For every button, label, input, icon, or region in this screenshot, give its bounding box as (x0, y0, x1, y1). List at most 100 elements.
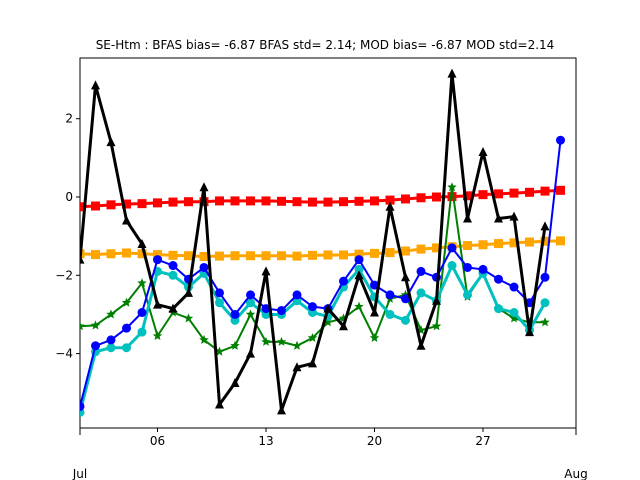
data-point (230, 377, 240, 387)
data-point (215, 399, 224, 409)
data-point (416, 340, 426, 350)
data-point (277, 196, 286, 206)
series-1 (80, 185, 565, 212)
data-point (153, 299, 162, 309)
data-point (261, 304, 271, 314)
data-point (80, 401, 85, 411)
x-tick-label: 13 (258, 434, 273, 448)
data-point (478, 264, 488, 274)
data-point (478, 190, 488, 200)
data-point (447, 68, 457, 78)
y-tick-label: 0 (65, 190, 73, 204)
data-point (277, 251, 286, 261)
data-point (354, 255, 364, 265)
data-point (416, 266, 426, 276)
data-point (184, 287, 193, 297)
data-point (338, 313, 349, 323)
data-point (137, 278, 147, 288)
data-point (463, 290, 472, 300)
data-point (106, 309, 116, 319)
data-point (401, 315, 410, 325)
data-point (370, 196, 379, 206)
data-point (385, 290, 395, 300)
data-point (80, 249, 85, 259)
series-layer (80, 68, 565, 417)
data-point (385, 201, 395, 211)
data-point (540, 298, 550, 308)
data-point (246, 290, 255, 300)
data-point (339, 197, 348, 207)
data-point (137, 199, 147, 209)
data-point (354, 270, 364, 280)
data-point (354, 264, 364, 274)
data-point (416, 325, 426, 335)
data-point (91, 341, 100, 351)
data-point (292, 340, 302, 350)
data-point (540, 236, 550, 246)
data-point (447, 243, 457, 253)
data-point (261, 266, 271, 276)
data-point (525, 327, 534, 337)
data-point (447, 192, 457, 202)
data-point (277, 405, 286, 415)
data-point (525, 237, 534, 247)
data-point (432, 243, 441, 253)
data-point (168, 261, 178, 271)
data-point (540, 186, 550, 196)
data-point (339, 250, 348, 260)
data-point (199, 182, 209, 192)
data-point (153, 198, 162, 208)
data-point (91, 80, 100, 90)
data-point (246, 348, 255, 358)
data-point (277, 306, 286, 316)
data-point (246, 196, 255, 206)
data-point (556, 185, 565, 195)
series-0 (80, 236, 565, 262)
data-point (401, 272, 410, 282)
data-point (432, 192, 441, 202)
data-point (323, 250, 333, 260)
data-point (478, 240, 488, 250)
y-tick-label: −4 (55, 347, 73, 361)
data-point (478, 146, 488, 156)
data-point (339, 321, 348, 331)
data-point (199, 262, 209, 272)
data-point (122, 248, 131, 258)
data-point (385, 248, 395, 258)
data-point (121, 297, 132, 307)
data-point (137, 238, 147, 248)
data-point (540, 317, 550, 327)
series-line (80, 239, 561, 259)
data-point (292, 290, 302, 300)
data-point (354, 301, 364, 311)
data-point (153, 250, 162, 260)
data-point (416, 244, 426, 254)
data-point (122, 323, 131, 333)
data-point (122, 215, 131, 225)
data-point (91, 201, 100, 211)
data-point (463, 191, 472, 201)
data-point (106, 343, 116, 353)
data-point (122, 199, 131, 209)
data-point (370, 307, 379, 317)
data-point (199, 334, 209, 344)
data-point (168, 197, 178, 207)
data-point (261, 336, 271, 346)
data-point (509, 282, 519, 292)
data-point (556, 236, 565, 246)
data-point (80, 202, 85, 212)
data-point (308, 302, 317, 312)
data-point (106, 335, 116, 345)
data-point (463, 213, 472, 223)
data-point (168, 270, 178, 280)
data-point (494, 239, 503, 249)
data-point (354, 249, 364, 259)
x-tick-label: 27 (475, 434, 490, 448)
data-point (370, 248, 379, 258)
data-point (230, 196, 240, 206)
data-point (80, 254, 85, 264)
data-point (509, 211, 519, 221)
x-month-label: Jul (72, 467, 87, 480)
data-point (509, 307, 519, 317)
